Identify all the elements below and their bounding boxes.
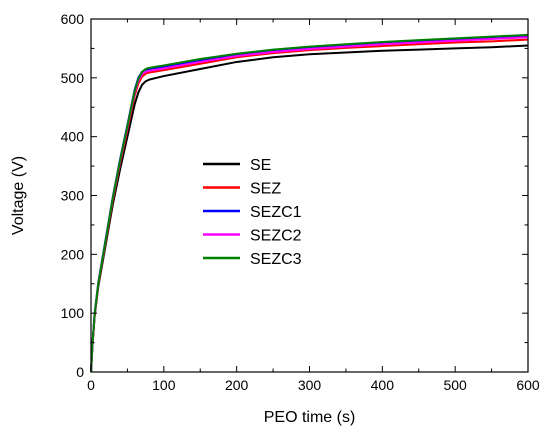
x-axis-label: PEO time (s) — [264, 409, 356, 426]
x-tick-label: 600 — [516, 377, 540, 393]
series-layer — [90, 33, 529, 373]
series-line-sezc1 — [90, 34, 529, 373]
series-line-sezc2 — [90, 36, 529, 373]
legend-label-sezc3: SEZC3 — [250, 251, 302, 268]
y-tick-label: 500 — [61, 70, 85, 86]
tick-labels: 0 100 200 300 400 500 600 0 100 200 300 400 500 600 — [61, 11, 540, 393]
y-tick-label: 100 — [61, 305, 85, 321]
legend: SE SEZ SEZC1 SEZC2 SEZC3 — [203, 157, 302, 268]
x-tick-label: 0 — [87, 377, 95, 393]
legend-label-sez: SEZ — [250, 181, 281, 198]
series-line-sez — [90, 38, 529, 373]
x-tick-label: 100 — [152, 377, 176, 393]
x-tick-label: 200 — [225, 377, 249, 393]
y-tick-label: 0 — [76, 364, 84, 380]
x-tick-label: 500 — [443, 377, 467, 393]
y-tick-label: 300 — [61, 188, 85, 204]
y-axis-label: Voltage (V) — [10, 156, 27, 235]
y-tick-label: 600 — [61, 11, 85, 27]
series-line-sezc3 — [90, 33, 529, 373]
x-tick-label: 400 — [371, 377, 395, 393]
y-tick-label: 400 — [61, 129, 85, 145]
legend-label-se: SE — [250, 157, 271, 174]
axis-ticks — [90, 18, 529, 373]
legend-label-sezc2: SEZC2 — [250, 228, 302, 245]
legend-label-sezc1: SEZC1 — [250, 204, 302, 221]
x-tick-label: 300 — [298, 377, 322, 393]
y-tick-label: 200 — [61, 246, 85, 262]
series-line-se — [90, 44, 529, 373]
